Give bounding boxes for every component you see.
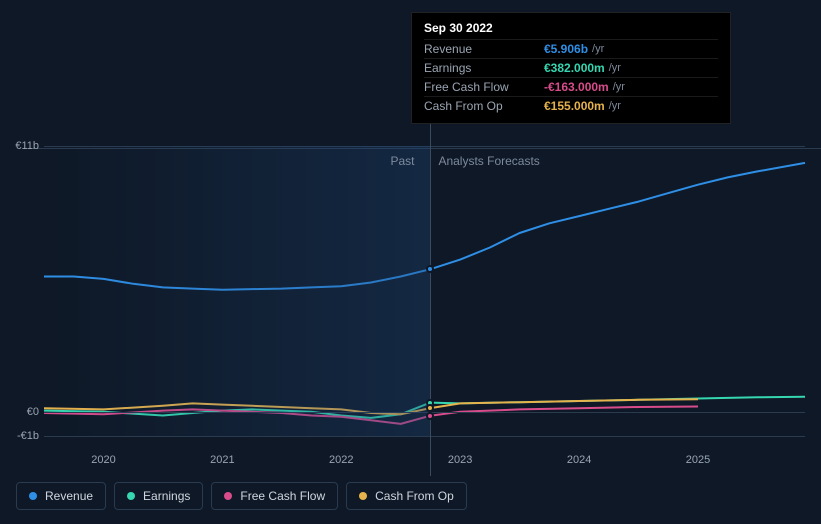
tooltip-value: €155.000m [544, 99, 605, 113]
x-axis-label: 2025 [686, 454, 710, 466]
region-label-forecast: Analysts Forecasts [438, 154, 539, 168]
tooltip-value: €5.906b [544, 42, 588, 56]
legend-item-earnings[interactable]: Earnings [114, 482, 203, 510]
tooltip: Sep 30 2022Revenue€5.906b/yrEarnings€382… [411, 12, 731, 124]
tooltip-row: Earnings€382.000m/yr [424, 58, 718, 77]
tooltip-key: Free Cash Flow [424, 80, 544, 94]
tooltip-row: Free Cash Flow-€163.000m/yr [424, 77, 718, 96]
x-axis-label: 2020 [91, 454, 115, 466]
marker-fcf [426, 412, 434, 420]
tooltip-value: -€163.000m [544, 80, 609, 94]
legend-dot-icon [29, 492, 37, 500]
legend-dot-icon [127, 492, 135, 500]
tooltip-title: Sep 30 2022 [424, 21, 718, 39]
y-axis-label: €0 [27, 406, 39, 418]
region-label-past: Past [390, 154, 414, 168]
tooltip-key: Revenue [424, 42, 544, 56]
tooltip-unit: /yr [592, 43, 604, 55]
legend-dot-icon [224, 492, 232, 500]
tooltip-row: Revenue€5.906b/yr [424, 39, 718, 58]
plot-area[interactable]: Past Analysts Forecasts [44, 146, 805, 436]
tooltip-unit: /yr [609, 62, 621, 74]
legend-item-cfo[interactable]: Cash From Op [346, 482, 467, 510]
x-axis-label: 2021 [210, 454, 234, 466]
legend-item-revenue[interactable]: Revenue [16, 482, 106, 510]
legend-dot-icon [359, 492, 367, 500]
past-region-shade [44, 146, 430, 436]
x-axis-label: 2023 [448, 454, 472, 466]
tooltip-unit: /yr [609, 100, 621, 112]
tooltip-key: Cash From Op [424, 99, 544, 113]
marker-cfo [426, 404, 434, 412]
tooltip-value: €382.000m [544, 61, 605, 75]
legend: Revenue Earnings Free Cash Flow Cash From O… [16, 482, 467, 510]
legend-label: Earnings [143, 489, 190, 503]
tooltip-key: Earnings [424, 61, 544, 75]
legend-item-fcf[interactable]: Free Cash Flow [211, 482, 338, 510]
x-axis-label: 2022 [329, 454, 353, 466]
tooltip-row: Cash From Op€155.000m/yr [424, 96, 718, 115]
marker-revenue [426, 265, 434, 273]
legend-label: Free Cash Flow [240, 489, 325, 503]
y-axis-label: €11b [15, 140, 39, 152]
y-axis-label: -€1b [17, 430, 39, 442]
gridline [44, 436, 805, 437]
legend-label: Revenue [45, 489, 93, 503]
tooltip-unit: /yr [613, 81, 625, 93]
x-axis-label: 2024 [567, 454, 591, 466]
legend-label: Cash From Op [375, 489, 454, 503]
